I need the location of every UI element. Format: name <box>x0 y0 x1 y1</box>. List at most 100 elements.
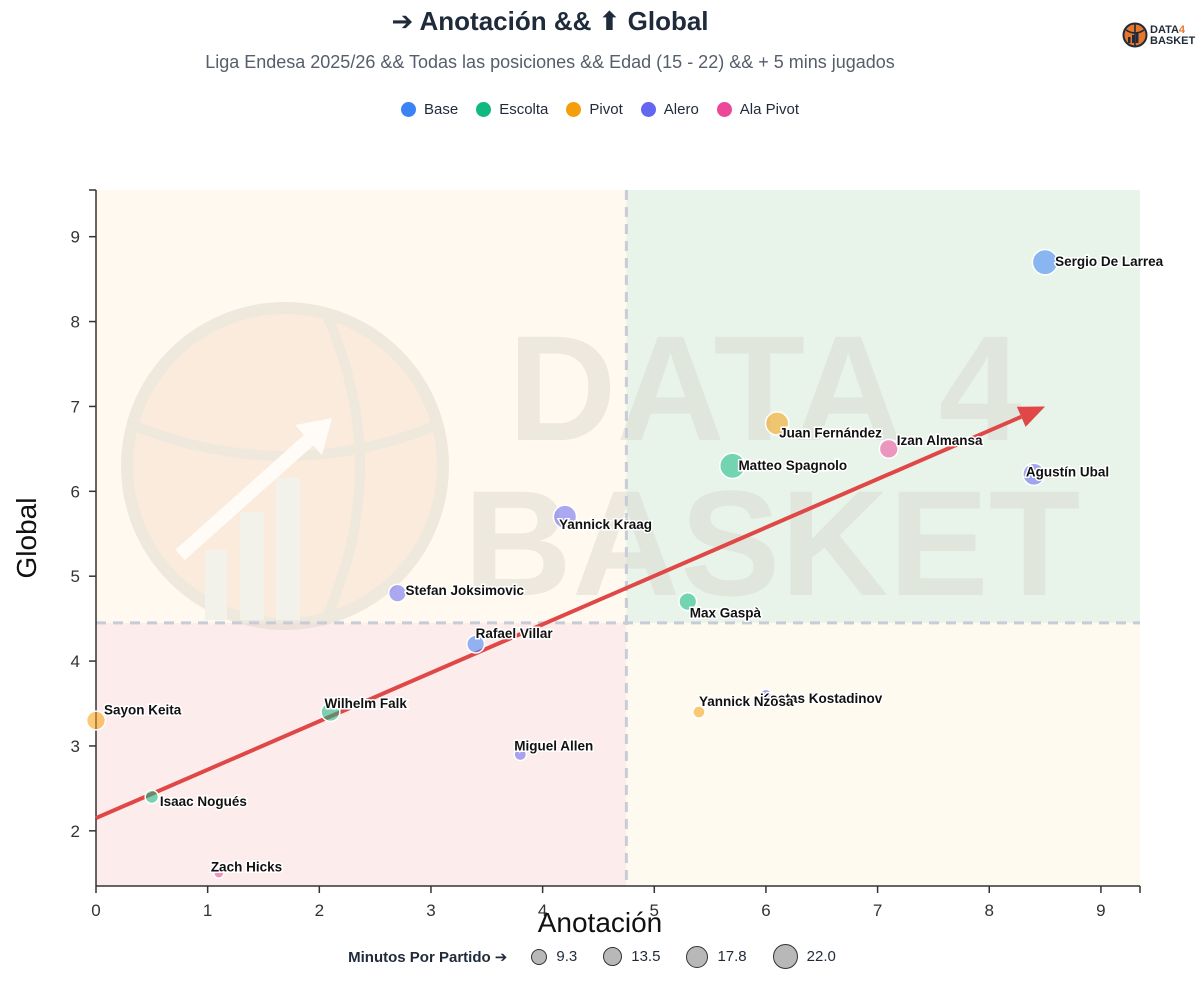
position-legend: Base Escolta Pivot Alero Ala Pivot <box>0 101 1200 118</box>
y-tick-label: 3 <box>71 737 80 756</box>
size-legend-circle-2 <box>603 947 623 966</box>
legend-item-escolta[interactable]: Escolta <box>476 101 548 118</box>
chart-title: ➔ Anotación && ⬆ Global <box>391 6 709 36</box>
data-point <box>144 789 160 805</box>
data-point <box>85 710 107 731</box>
data-point-label: Sergio De Larrea <box>1055 254 1164 269</box>
x-tick-label: 3 <box>426 901 435 920</box>
x-tick-label: 4 <box>538 901 547 920</box>
data-point <box>759 688 773 702</box>
quadrant-top-left <box>96 190 627 623</box>
x-tick-label: 7 <box>873 901 882 920</box>
data-point-label: Zach Hicks <box>211 859 282 874</box>
data-point-label: Yannick Kraag <box>559 517 652 532</box>
data-point <box>878 438 899 460</box>
legend-dot-ala-pivot <box>716 102 732 117</box>
x-tick-label: 9 <box>1096 901 1105 920</box>
logo-data-text: DATA <box>1150 24 1179 36</box>
quadrant-bottom-right <box>626 622 1140 886</box>
x-axis-title: Anotación <box>538 907 663 938</box>
watermark-arrow <box>175 424 325 561</box>
y-tick-label: 4 <box>71 652 80 671</box>
data-point <box>213 867 225 880</box>
y-tick-label: 8 <box>71 313 80 332</box>
data-point-label: Izan Almansa <box>897 433 983 448</box>
watermark-text-basket: BASKET <box>464 459 1081 627</box>
data-point <box>552 504 578 530</box>
data-point-label: Miguel Allen <box>514 738 593 753</box>
minutes-size-legend: Minutos Por Partido ➔ 9.3 13.5 17.8 22.0 <box>0 944 1200 969</box>
legend-item-base[interactable]: Base <box>401 101 458 118</box>
legend-dot-escolta <box>476 102 492 117</box>
logo-basket-text: BASKET <box>1150 35 1196 47</box>
legend-item-ala-pivot[interactable]: Ala Pivot <box>716 101 799 118</box>
x-tick-label: 2 <box>315 901 324 920</box>
watermark-arrowhead <box>295 418 332 455</box>
data-point <box>764 411 790 436</box>
logo-four-text: 4 <box>1178 24 1186 36</box>
legend-dot-pivot <box>566 102 582 117</box>
size-legend-label-1: 9.3 <box>556 948 578 965</box>
data-point-label: Isaac Nogués <box>160 794 247 809</box>
legend-label-base: Base <box>424 101 459 118</box>
size-legend-item-1: 9.3 <box>531 948 577 965</box>
data4basket-logo: DATA4 BASKET <box>1122 22 1195 52</box>
size-legend-label-4: 22.0 <box>806 948 836 965</box>
logo-text: DATA4 BASKET <box>1150 25 1195 47</box>
watermark-text-data: DATA 4 <box>508 304 1022 472</box>
quadrant-bottom-left <box>96 622 627 886</box>
x-tick-label: 0 <box>91 901 100 920</box>
data-point-label: Max Gaspà <box>690 606 762 621</box>
data-point-label: Juan Fernández <box>779 425 882 440</box>
x-tick-label: 1 <box>203 901 212 920</box>
data-point-label: Yannick Nzosa <box>699 694 794 709</box>
data-point-label: Rafael Villar <box>476 626 554 641</box>
legend-item-alero[interactable]: Alero <box>640 101 699 118</box>
size-legend-label-2: 13.5 <box>631 948 661 965</box>
legend-label-alero: Alero <box>663 101 699 118</box>
watermark-bar <box>205 550 227 620</box>
size-legend-circle-1 <box>531 948 548 965</box>
data-point <box>718 452 746 480</box>
basketball-logo-icon <box>1122 22 1148 48</box>
legend-label-escolta: Escolta <box>499 101 549 118</box>
legend-label-pivot: Pivot <box>589 101 623 118</box>
legend-dot-alero <box>640 102 656 117</box>
legend-label-ala-pivot: Ala Pivot <box>739 101 799 118</box>
size-legend-item-3: 17.8 <box>686 945 747 968</box>
size-legend-item-4: 22.0 <box>772 944 836 969</box>
legend-dot-base <box>401 102 416 117</box>
data-point-label: Stefan Joksimovic <box>405 583 524 598</box>
chart-subtitle: Liga Endesa 2025/26 && Todas las posicio… <box>205 52 895 72</box>
y-axis-title: Global <box>11 498 42 579</box>
trend-arrowhead <box>1016 406 1046 427</box>
y-tick-label: 9 <box>71 228 80 247</box>
data-point <box>513 747 528 762</box>
data-point <box>320 701 341 723</box>
x-tick-label: 6 <box>761 901 770 920</box>
y-tick-label: 2 <box>71 822 80 841</box>
data-point-label: Agustín Ubal <box>1026 464 1109 479</box>
data-point <box>1022 462 1046 487</box>
watermark-seam <box>133 421 437 461</box>
size-legend-label-3: 17.8 <box>717 948 747 965</box>
size-legend-item-2: 13.5 <box>603 947 660 966</box>
trend-line <box>95 414 1023 820</box>
data-point <box>466 634 486 654</box>
x-tick-label: 5 <box>650 901 659 920</box>
data-point-label: Sayon Keita <box>104 702 182 717</box>
data-point <box>678 592 698 612</box>
watermark-bar <box>240 512 264 620</box>
y-tick-label: 5 <box>71 567 80 586</box>
size-legend-circle-3 <box>686 945 709 968</box>
data-point-label: Matteo Spagnolo <box>738 458 847 473</box>
legend-item-pivot[interactable]: Pivot <box>566 101 623 118</box>
data-point-label: Kostas Kostadinov <box>760 691 883 706</box>
size-legend-title: Minutos Por Partido ➔ <box>348 948 508 966</box>
watermark-seam <box>320 308 365 624</box>
x-tick-label: 8 <box>985 901 994 920</box>
watermark-bar <box>276 478 300 620</box>
data-point-label: Wilhelm Falk <box>324 696 407 711</box>
